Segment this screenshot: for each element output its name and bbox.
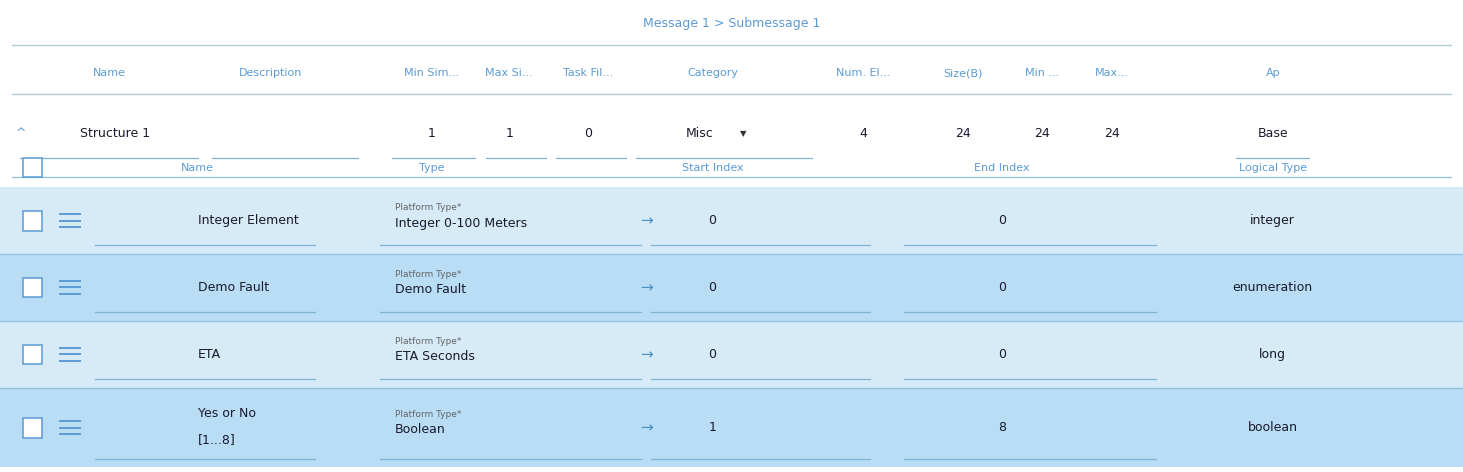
Bar <box>23 211 41 231</box>
Text: Message 1 > Submessage 1: Message 1 > Submessage 1 <box>642 17 821 30</box>
Text: [1...8]: [1...8] <box>198 433 236 446</box>
Text: 1: 1 <box>505 126 514 140</box>
Text: Type: Type <box>418 162 445 173</box>
Text: Boolean: Boolean <box>395 423 446 437</box>
Text: 0: 0 <box>708 214 717 227</box>
Text: Base: Base <box>1258 126 1287 140</box>
Text: Num. El...: Num. El... <box>835 68 891 78</box>
Text: 24: 24 <box>955 126 970 140</box>
Text: Category: Category <box>688 68 737 78</box>
Bar <box>23 158 41 177</box>
Text: Demo Fault: Demo Fault <box>198 281 269 294</box>
Text: Platform Type*: Platform Type* <box>395 337 461 346</box>
Text: 1: 1 <box>708 421 717 434</box>
Text: boolean: boolean <box>1248 421 1298 434</box>
Text: Ap: Ap <box>1265 68 1280 78</box>
Text: Min ...: Min ... <box>1024 68 1059 78</box>
Text: →: → <box>641 347 652 362</box>
Text: →: → <box>641 280 652 295</box>
Text: 24: 24 <box>1105 126 1119 140</box>
Text: enumeration: enumeration <box>1233 281 1312 294</box>
Text: 0: 0 <box>998 281 1007 294</box>
Text: 4: 4 <box>859 126 868 140</box>
Text: Yes or No: Yes or No <box>198 407 256 420</box>
Bar <box>0 388 1463 467</box>
Text: 1: 1 <box>427 126 436 140</box>
Text: integer: integer <box>1251 214 1295 227</box>
Text: 0: 0 <box>584 126 593 140</box>
Text: Size(B): Size(B) <box>944 68 982 78</box>
Text: 0: 0 <box>708 281 717 294</box>
Text: ▼: ▼ <box>740 128 746 138</box>
Text: Max...: Max... <box>1094 68 1129 78</box>
Text: Integer 0-100 Meters: Integer 0-100 Meters <box>395 217 527 229</box>
Text: Max Si...: Max Si... <box>486 68 533 78</box>
Text: 8: 8 <box>998 421 1007 434</box>
Text: Task Fil...: Task Fil... <box>563 68 613 78</box>
Text: 24: 24 <box>1034 126 1049 140</box>
Text: Name: Name <box>181 162 214 173</box>
Bar <box>23 418 41 438</box>
Bar <box>0 321 1463 388</box>
Bar <box>23 345 41 364</box>
Text: ^: ^ <box>15 126 26 140</box>
Text: Integer Element: Integer Element <box>198 214 298 227</box>
Text: →: → <box>641 420 652 435</box>
Bar <box>0 187 1463 254</box>
Text: 0: 0 <box>998 348 1007 361</box>
Text: 0: 0 <box>708 348 717 361</box>
Bar <box>23 278 41 297</box>
Text: Platform Type*: Platform Type* <box>395 270 461 279</box>
Text: Description: Description <box>238 68 303 78</box>
Text: ETA Seconds: ETA Seconds <box>395 350 475 363</box>
Text: Min Sim...: Min Sim... <box>404 68 459 78</box>
Text: 0: 0 <box>998 214 1007 227</box>
Text: long: long <box>1260 348 1286 361</box>
Text: →: → <box>641 213 652 228</box>
Text: Misc: Misc <box>686 126 712 140</box>
Text: Structure 1: Structure 1 <box>80 126 151 140</box>
Text: Logical Type: Logical Type <box>1239 162 1306 173</box>
Text: Platform Type*: Platform Type* <box>395 410 461 419</box>
Text: Demo Fault: Demo Fault <box>395 283 467 296</box>
Bar <box>0 254 1463 321</box>
Text: Start Index: Start Index <box>682 162 743 173</box>
Text: Platform Type*: Platform Type* <box>395 203 461 212</box>
Text: End Index: End Index <box>974 162 1030 173</box>
Text: ETA: ETA <box>198 348 221 361</box>
Text: Name: Name <box>94 68 126 78</box>
